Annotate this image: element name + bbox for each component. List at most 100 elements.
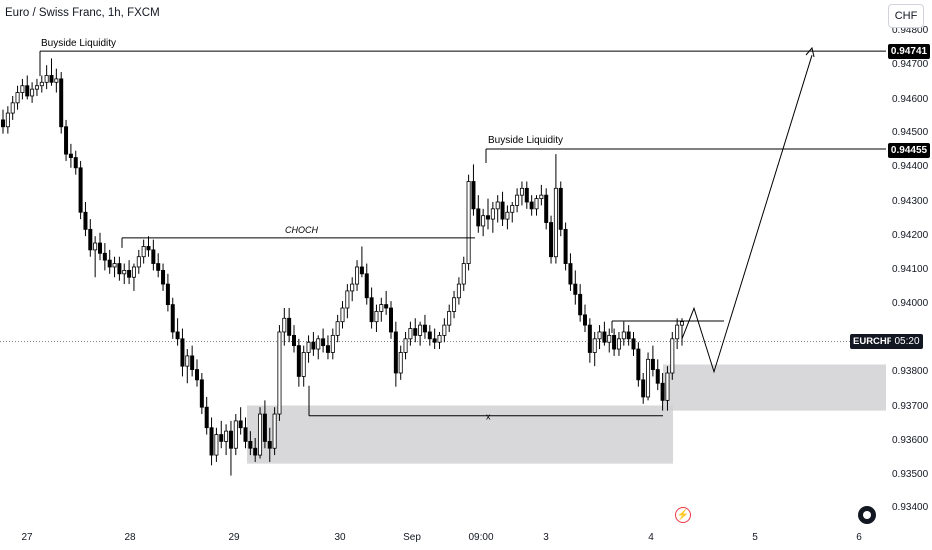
candle [49,58,54,86]
price-tick-label: 0.94500 [892,127,929,138]
candle [59,72,64,134]
price-tick-label: 0.94300 [892,196,929,207]
candle [641,373,646,404]
time-tick-label: 09:00 [468,532,494,543]
candle [287,308,292,343]
candle [616,331,621,356]
time-tick-label: 29 [228,532,240,543]
price-tick-label: 0.94000 [892,298,929,309]
candle [675,318,680,350]
price-tick-label: 0.94100 [892,264,929,275]
candle [374,304,379,332]
candle [151,239,156,271]
candle [408,321,413,346]
time-tick-label: 4 [648,532,654,543]
candle [500,191,505,226]
candle [422,314,427,339]
candle [418,321,423,346]
price-tick-label: 0.94800 [892,25,929,36]
candle [398,345,403,380]
candle [306,335,311,363]
candle [146,236,151,257]
projection-path [681,55,813,374]
candle [228,420,233,476]
candle [583,304,588,332]
chart-title: Euro / Swiss Franc, 1h, FXCM [5,7,160,19]
tradingview-logo-icon[interactable] [858,506,876,524]
candle [34,78,39,96]
candle [335,314,340,343]
price-axis[interactable] [886,0,932,526]
choch-label: CHOCH [285,225,318,235]
candle [427,325,432,346]
candle [359,246,364,278]
candle [214,427,219,462]
candle [78,160,83,220]
candle [98,232,103,261]
projection-arrowhead [805,46,815,58]
candle [253,437,258,462]
time-axis[interactable] [0,526,932,550]
candle [364,263,369,305]
candle [107,249,112,274]
price-tick-label: 0.93400 [892,502,929,513]
candle [505,205,510,230]
candle [321,328,326,353]
candle [578,284,583,322]
candle [194,359,199,387]
candle [573,270,578,305]
candle [340,301,345,329]
candle [592,331,597,367]
candle [5,106,10,134]
candle [64,119,69,161]
candle [102,243,107,271]
candle [388,301,393,339]
candle [485,198,490,230]
candle [15,85,20,110]
candle [175,318,180,346]
candle [258,407,263,459]
candle [650,345,655,377]
candle [272,407,277,456]
candle [369,287,374,329]
candle [25,75,30,100]
candle [30,82,35,103]
candle [607,328,612,353]
candle [515,188,520,213]
candle [534,195,539,216]
candle [539,184,544,206]
candle [93,236,98,278]
time-tick-label: Sep [403,532,421,543]
price-tick-label: 0.94400 [892,161,929,172]
sweep-x-label: x [486,411,491,421]
bar-countdown: 05:20 [891,334,923,349]
candle [170,297,175,339]
candle [481,208,486,237]
candle [330,328,335,360]
candle [282,308,287,346]
candle [631,331,636,356]
price-label-buyside-mid: 0.94455 [888,143,930,158]
candle [291,325,296,353]
candle [476,195,481,233]
candle [413,318,418,343]
candle [224,424,229,456]
candle [466,174,471,271]
candle [73,150,78,175]
candle [136,249,141,274]
price-tick-label: 0.94600 [892,94,929,105]
candle [495,195,500,223]
candle [519,181,524,206]
candle [20,78,25,100]
candle [180,328,185,377]
candle [190,345,195,377]
candle [165,273,170,312]
flash-icon[interactable]: ⚡ [675,507,691,523]
currency-button[interactable]: CHF [888,4,924,28]
candle [471,164,476,216]
candle [277,325,282,421]
candle [680,318,685,346]
candle [432,328,437,350]
candle [316,335,321,360]
